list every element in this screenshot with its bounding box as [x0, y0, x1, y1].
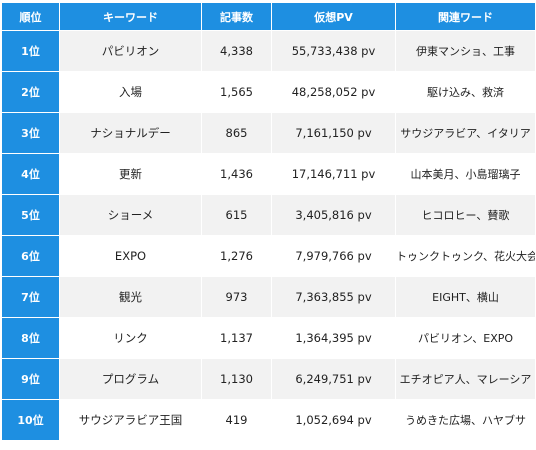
- virtual-pv-cell: 7,161,150 pv: [271, 112, 396, 154]
- related-words-cell: ヒコロヒー、賛歌: [395, 194, 536, 236]
- virtual-pv-cell: 55,733,438 pv: [271, 30, 396, 72]
- keyword-cell: 更新: [59, 153, 202, 195]
- header-article-count: 記事数: [201, 2, 272, 31]
- rank-cell: 9位: [1, 358, 60, 400]
- rank-cell: 8位: [1, 317, 60, 359]
- table-row: 4位 更新 1,436 17,146,711 pv 山本美月、小島瑠璃子: [1, 153, 536, 195]
- table-row: 5位 ショーメ 615 3,405,816 pv ヒコロヒー、賛歌: [1, 194, 536, 236]
- virtual-pv-cell: 48,258,052 pv: [271, 71, 396, 113]
- keyword-cell: ナショナルデー: [59, 112, 202, 154]
- related-words-cell: 山本美月、小島瑠璃子: [395, 153, 536, 195]
- virtual-pv-cell: 1,364,395 pv: [271, 317, 396, 359]
- virtual-pv-cell: 17,146,711 pv: [271, 153, 396, 195]
- header-rank: 順位: [1, 2, 60, 31]
- table-row: 1位 パビリオン 4,338 55,733,438 pv 伊東マンショ、工事: [1, 30, 536, 72]
- header-related-words: 関連ワード: [395, 2, 536, 31]
- virtual-pv-cell: 7,979,766 pv: [271, 235, 396, 277]
- table-row: 7位 観光 973 7,363,855 pv EIGHT、横山: [1, 276, 536, 318]
- article-count-cell: 419: [201, 399, 272, 441]
- table-row: 3位 ナショナルデー 865 7,161,150 pv サウジアラビア、イタリア: [1, 112, 536, 154]
- table-row: 8位 リンク 1,137 1,364,395 pv パビリオン、EXPO: [1, 317, 536, 359]
- virtual-pv-cell: 1,052,694 pv: [271, 399, 396, 441]
- rank-cell: 6位: [1, 235, 60, 277]
- related-words-cell: サウジアラビア、イタリア: [395, 112, 536, 154]
- related-words-cell: 伊東マンショ、工事: [395, 30, 536, 72]
- related-words-cell: エチオピア人、マレーシア: [395, 358, 536, 400]
- keyword-cell: サウジアラビア王国: [59, 399, 202, 441]
- header-virtual-pv: 仮想PV: [271, 2, 396, 31]
- related-words-cell: EIGHT、横山: [395, 276, 536, 318]
- table-header: 順位 キーワード 記事数 仮想PV 関連ワード: [1, 2, 536, 31]
- keyword-cell: パビリオン: [59, 30, 202, 72]
- rank-cell: 5位: [1, 194, 60, 236]
- article-count-cell: 4,338: [201, 30, 272, 72]
- rank-cell: 7位: [1, 276, 60, 318]
- rank-cell: 10位: [1, 399, 60, 441]
- rank-cell: 2位: [1, 71, 60, 113]
- table-row: 10位 サウジアラビア王国 419 1,052,694 pv うめきた広場、ハヤ…: [1, 399, 536, 441]
- article-count-cell: 1,137: [201, 317, 272, 359]
- keyword-cell: EXPO: [59, 235, 202, 277]
- table-body: 1位 パビリオン 4,338 55,733,438 pv 伊東マンショ、工事 2…: [1, 30, 536, 441]
- table-row: 6位 EXPO 1,276 7,979,766 pv トゥンクトゥンク、花火大会: [1, 235, 536, 277]
- article-count-cell: 1,130: [201, 358, 272, 400]
- rank-cell: 4位: [1, 153, 60, 195]
- keyword-cell: プログラム: [59, 358, 202, 400]
- table-row: 9位 プログラム 1,130 6,249,751 pv エチオピア人、マレーシア: [1, 358, 536, 400]
- article-count-cell: 865: [201, 112, 272, 154]
- article-count-cell: 1,565: [201, 71, 272, 113]
- keyword-ranking-table: 順位 キーワード 記事数 仮想PV 関連ワード 1位 パビリオン 4,338 5…: [1, 2, 536, 441]
- keyword-cell: リンク: [59, 317, 202, 359]
- rank-cell: 3位: [1, 112, 60, 154]
- keyword-cell: 入場: [59, 71, 202, 113]
- related-words-cell: パビリオン、EXPO: [395, 317, 536, 359]
- virtual-pv-cell: 6,249,751 pv: [271, 358, 396, 400]
- header-keyword: キーワード: [59, 2, 202, 31]
- virtual-pv-cell: 3,405,816 pv: [271, 194, 396, 236]
- virtual-pv-cell: 7,363,855 pv: [271, 276, 396, 318]
- article-count-cell: 615: [201, 194, 272, 236]
- article-count-cell: 973: [201, 276, 272, 318]
- keyword-cell: 観光: [59, 276, 202, 318]
- article-count-cell: 1,276: [201, 235, 272, 277]
- table-row: 2位 入場 1,565 48,258,052 pv 駆け込み、救済: [1, 71, 536, 113]
- related-words-cell: トゥンクトゥンク、花火大会: [395, 235, 536, 277]
- article-count-cell: 1,436: [201, 153, 272, 195]
- keyword-cell: ショーメ: [59, 194, 202, 236]
- header-row: 順位 キーワード 記事数 仮想PV 関連ワード: [1, 2, 536, 31]
- related-words-cell: 駆け込み、救済: [395, 71, 536, 113]
- related-words-cell: うめきた広場、ハヤブサ: [395, 399, 536, 441]
- rank-cell: 1位: [1, 30, 60, 72]
